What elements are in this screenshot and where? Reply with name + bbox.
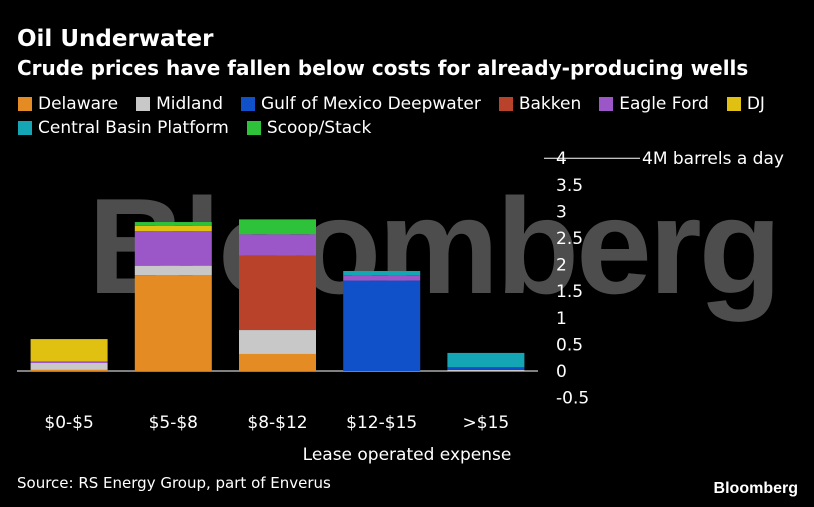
bar-segment-eagle-ford	[239, 234, 316, 256]
x-tick-label: $5-$8	[149, 413, 198, 433]
y-tick-label: 0	[556, 362, 567, 382]
legend-item-delaware: Delaware	[18, 94, 118, 114]
legend-item-dj: DJ	[726, 94, 765, 114]
annotation-label: 4M barrels a day	[642, 149, 784, 169]
bar-segment-scoop-stack	[239, 219, 316, 235]
legend-swatch	[726, 97, 741, 111]
x-tick-label: $12-$15	[346, 413, 417, 433]
y-tick-label: 1	[556, 309, 567, 329]
y-tick-label: 3.5	[556, 176, 583, 196]
legend-label: Central Basin Platform	[38, 118, 229, 138]
bar-segment-gulf-of-mexico-deepwater	[343, 280, 421, 371]
y-tick-label: 3	[556, 202, 567, 222]
bar-segment-eagle-ford	[343, 275, 421, 281]
bar-segment-midland	[134, 265, 212, 276]
legend-label: Gulf of Mexico Deepwater	[260, 94, 481, 114]
legend-label: Delaware	[38, 94, 119, 114]
legend-item-central-basin: Central Basin Platform	[18, 118, 229, 138]
legend-item-bakken: Bakken	[498, 94, 582, 114]
x-tick-label: $8-$12	[247, 413, 307, 433]
bar-segment-gulf-of-mexico-deepwater	[447, 367, 525, 370]
bar-segment-midland	[30, 363, 108, 370]
bar-segment-delaware	[134, 275, 212, 371]
bar-segment-midland	[239, 330, 316, 354]
bar-segment-midland	[447, 369, 525, 371]
legend-item-scoop-stack: Scoop/Stack	[246, 118, 372, 138]
bar-segment-bakken	[239, 255, 316, 331]
legend-swatch	[240, 97, 255, 111]
chart-title: Oil Underwater	[17, 26, 214, 52]
y-tick-label: 1.5	[556, 282, 583, 302]
y-tick-label: 4	[556, 149, 567, 169]
x-tick-label: >$15	[463, 413, 510, 433]
legend: Delaware Midland Gulf of Mexico Deepwate…	[18, 94, 798, 138]
bar-segment-delaware	[30, 369, 108, 371]
bar-segment-eagle-ford	[30, 361, 108, 364]
legend-label: Midland	[156, 94, 223, 114]
legend-swatch	[136, 97, 151, 111]
y-tick-label: 2.5	[556, 229, 583, 249]
x-axis-label: Lease operated expense	[303, 445, 512, 465]
legend-label: Eagle Ford	[619, 94, 709, 114]
legend-item-midland: Midland	[136, 94, 223, 114]
legend-item-gulf-of-mexico: Gulf of Mexico Deepwater	[240, 94, 481, 114]
bloomberg-logo: Bloomberg	[713, 480, 798, 497]
bar-segment-dj	[134, 225, 212, 232]
legend-label: Scoop/Stack	[266, 118, 372, 138]
chart-subtitle: Crude prices have fallen below costs for…	[17, 56, 749, 80]
bar-segment-dj	[30, 339, 108, 362]
legend-label: DJ	[746, 94, 765, 114]
bar-segment-delaware	[239, 353, 316, 371]
x-tick-label: $0-$5	[44, 413, 93, 433]
legend-swatch	[246, 121, 261, 135]
bar-segment-scoop-stack	[134, 222, 212, 226]
bar-segment-central-basin-platform	[343, 270, 421, 276]
legend-swatch	[599, 97, 614, 111]
y-tick-label: -0.5	[556, 389, 589, 409]
legend-item-eagle-ford: Eagle Ford	[599, 94, 709, 114]
source-note: Source: RS Energy Group, part of Enverus	[17, 474, 331, 492]
y-tick-label: 0.5	[556, 335, 583, 355]
bar-segment-central-basin-platform	[447, 352, 525, 368]
bar-segment-eagle-ford	[134, 231, 212, 266]
legend-label: Bakken	[518, 94, 582, 114]
legend-swatch	[18, 97, 32, 111]
legend-swatch	[18, 121, 32, 135]
legend-swatch	[498, 97, 513, 111]
y-tick-label: 2	[556, 256, 567, 276]
